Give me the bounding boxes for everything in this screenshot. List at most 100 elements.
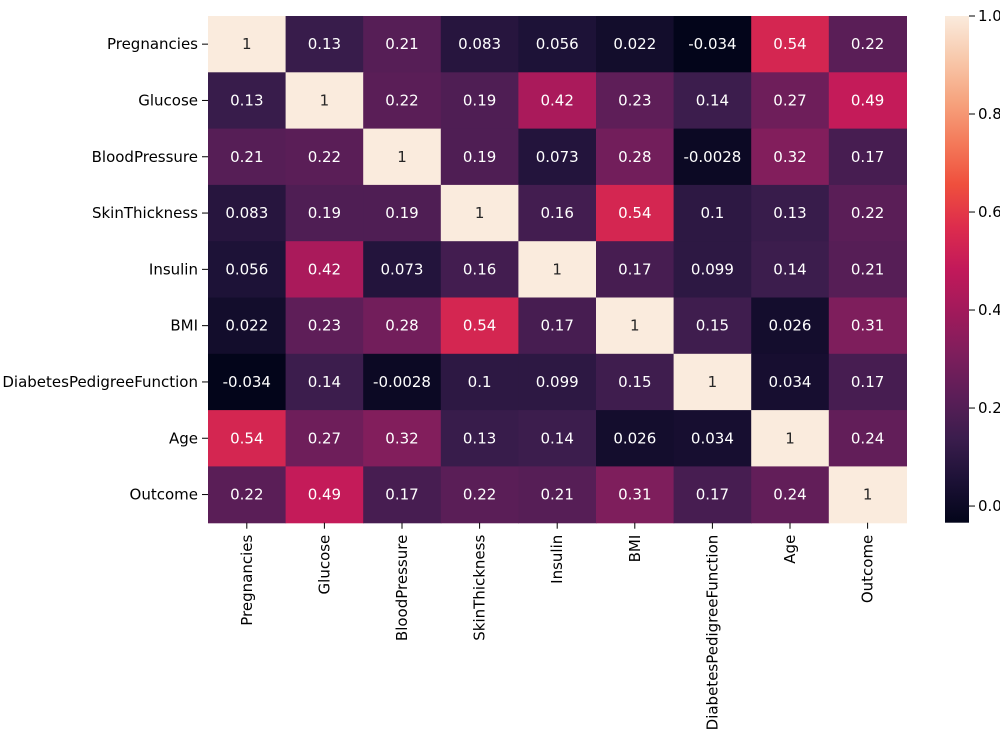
cell-value-label: 0.13 (230, 91, 263, 109)
colorbar-tick-label: 0.4 (978, 301, 1000, 319)
heatmap-cell (285, 241, 364, 299)
heatmap-cell (518, 410, 597, 467)
cell-value-label: 0.19 (463, 91, 496, 109)
cell-value-label: 0.022 (225, 317, 268, 335)
heatmap-cell (363, 184, 442, 242)
cell-value-label: 1 (320, 91, 330, 109)
cell-value-label: 0.14 (696, 91, 729, 109)
heatmap-cell (751, 353, 830, 411)
cell-value-label: 0.42 (540, 91, 573, 109)
x-tick-label: Glucose (315, 535, 333, 595)
heatmap-cell (673, 410, 752, 467)
cell-value-label: 0.13 (463, 429, 496, 447)
heatmap-cell (285, 297, 364, 355)
heatmap-cell (828, 410, 907, 467)
cell-value-label: 0.14 (540, 429, 573, 447)
heatmap-cell (596, 353, 675, 411)
heatmap-cell (596, 466, 675, 524)
heatmap-cell (828, 72, 907, 130)
heatmap-cell (751, 184, 830, 242)
cell-value-label: 0.17 (851, 148, 884, 166)
heatmap-cell (285, 72, 364, 130)
heatmap-cell (596, 184, 675, 242)
heatmap-cell (363, 241, 442, 299)
cell-value-label: 0.54 (463, 317, 496, 335)
cell-value-label: 0.073 (381, 260, 424, 278)
colorbar-tick-label: 0.8 (978, 105, 1000, 123)
cell-value-label: 0.17 (540, 317, 573, 335)
heatmap-cell (673, 184, 752, 242)
heatmap-cell (828, 466, 907, 524)
heatmap-cell (828, 241, 907, 299)
heatmap-cell (285, 466, 364, 524)
cell-value-label: 0.19 (308, 204, 341, 222)
y-tick-label: Pregnancies (107, 35, 198, 53)
heatmap-cell (751, 72, 830, 130)
cell-value-label: 0.19 (385, 204, 418, 222)
cell-value-label: 0.034 (691, 429, 734, 447)
x-tick-label: Outcome (859, 535, 877, 603)
cell-value-label: 1 (863, 486, 873, 504)
cell-value-label: 0.21 (851, 260, 884, 278)
cell-value-label: 0.22 (308, 148, 341, 166)
cell-value-label: 0.19 (463, 148, 496, 166)
x-tick-label: BloodPressure (393, 535, 411, 641)
cell-value-label: 0.026 (613, 429, 656, 447)
heatmap-cell (596, 297, 675, 355)
cell-value-label: 0.17 (696, 486, 729, 504)
heatmap-cell (596, 16, 675, 73)
heatmap-cell (518, 16, 597, 73)
heatmap-cell (208, 297, 287, 355)
heatmap-cell (751, 466, 830, 524)
heatmap-cell (440, 184, 519, 242)
cell-value-label: 0.034 (769, 373, 812, 391)
cell-value-label: 0.31 (851, 317, 884, 335)
heatmap-cell (751, 128, 830, 186)
heatmap-cell (440, 410, 519, 467)
cell-value-label: 0.099 (536, 373, 579, 391)
heatmap-cell (285, 16, 364, 73)
y-axis: Pregnancies Glucose BloodPressure SkinThick… (2, 35, 208, 504)
cell-value-label: 1 (708, 373, 718, 391)
cell-value-label: 0.15 (696, 317, 729, 335)
y-tick-label: Glucose (138, 91, 198, 109)
cell-value-label: 1 (475, 204, 485, 222)
heatmap-cell (363, 128, 442, 186)
heatmap-cell (673, 16, 752, 73)
cell-value-label: 0.22 (230, 486, 263, 504)
heatmap-cell (440, 128, 519, 186)
heatmap-cell (751, 410, 830, 467)
heatmap-cell (828, 353, 907, 411)
cell-value-label: 0.22 (851, 204, 884, 222)
cell-value-label: 0.073 (536, 148, 579, 166)
heatmap-cell (363, 72, 442, 130)
cell-value-label: 0.17 (385, 486, 418, 504)
heatmap-cell (751, 241, 830, 299)
heatmap-cell (440, 241, 519, 299)
heatmap-cell (518, 72, 597, 130)
heatmap-cell (285, 410, 364, 467)
heatmap-cell (596, 128, 675, 186)
cell-value-label: 0.27 (308, 429, 341, 447)
heatmap-cell (208, 410, 287, 467)
heatmap-cell (440, 72, 519, 130)
cell-value-label: 0.056 (225, 260, 268, 278)
cell-value-label: 0.022 (613, 35, 656, 53)
colorbar-tick-label: 0.0 (978, 497, 1000, 515)
heatmap-cell (518, 184, 597, 242)
heatmap-cell (208, 353, 287, 411)
heatmap-cell (440, 466, 519, 524)
colorbar-tick-label: 0.2 (978, 399, 1000, 417)
cell-value-label: 0.23 (308, 317, 341, 335)
heatmap-cell (596, 72, 675, 130)
cell-value-label: 0.54 (773, 35, 806, 53)
cell-value-label: 0.056 (536, 35, 579, 53)
cell-value-label: 1 (630, 317, 640, 335)
cell-value-label: 0.24 (851, 429, 884, 447)
cell-value-label: 0.49 (851, 91, 884, 109)
heatmap-cell (596, 241, 675, 299)
cell-value-label: 0.13 (308, 35, 341, 53)
cell-value-label: 0.27 (773, 91, 806, 109)
